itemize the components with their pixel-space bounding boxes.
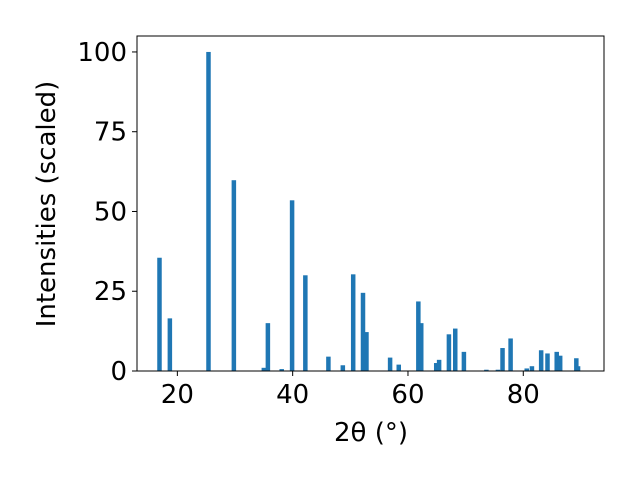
x-axis-label: 2θ (°) — [334, 418, 408, 448]
y-tick-label: 25 — [94, 277, 127, 307]
bar — [360, 292, 366, 371]
bar — [446, 334, 452, 371]
bar — [554, 351, 559, 371]
bar — [500, 348, 505, 371]
bar — [545, 353, 550, 371]
bars-group — [157, 51, 581, 371]
bar — [538, 350, 544, 371]
bar — [416, 301, 421, 371]
bar — [396, 364, 401, 371]
bar — [303, 275, 308, 371]
bar — [461, 351, 467, 371]
bar — [340, 365, 346, 371]
x-tick-label: 80 — [507, 380, 540, 410]
plot-frame — [136, 35, 605, 372]
bar — [575, 366, 581, 371]
bar — [289, 200, 295, 371]
bar — [529, 366, 535, 371]
bar — [157, 257, 162, 371]
bar — [436, 359, 442, 371]
y-ticks: 0 25 50 75 100 — [77, 38, 137, 387]
bar — [524, 368, 529, 371]
x-tick-label: 40 — [276, 380, 309, 410]
y-tick-label: 50 — [94, 197, 127, 227]
bar — [326, 356, 331, 371]
y-tick-label: 75 — [94, 118, 127, 148]
bar — [557, 355, 563, 371]
bar — [261, 367, 267, 371]
bar — [364, 332, 369, 371]
bar — [265, 323, 271, 371]
bar — [350, 274, 356, 371]
y-tick-label: 100 — [77, 38, 127, 68]
bar — [453, 328, 458, 371]
bar — [484, 369, 489, 371]
bar — [231, 180, 237, 371]
bar — [574, 358, 579, 371]
x-tick-label: 20 — [161, 380, 194, 410]
bar — [495, 369, 501, 371]
bar — [508, 338, 513, 371]
bar — [206, 51, 211, 371]
bar — [387, 357, 393, 371]
bar — [433, 363, 439, 371]
x-ticks: 20 40 60 80 — [161, 371, 540, 410]
y-tick-label: 0 — [110, 357, 127, 387]
bar — [167, 318, 173, 371]
y-axis-label: Intensities (scaled) — [32, 81, 62, 328]
bar — [418, 323, 424, 371]
x-tick-label: 60 — [391, 380, 424, 410]
bar — [279, 369, 284, 371]
